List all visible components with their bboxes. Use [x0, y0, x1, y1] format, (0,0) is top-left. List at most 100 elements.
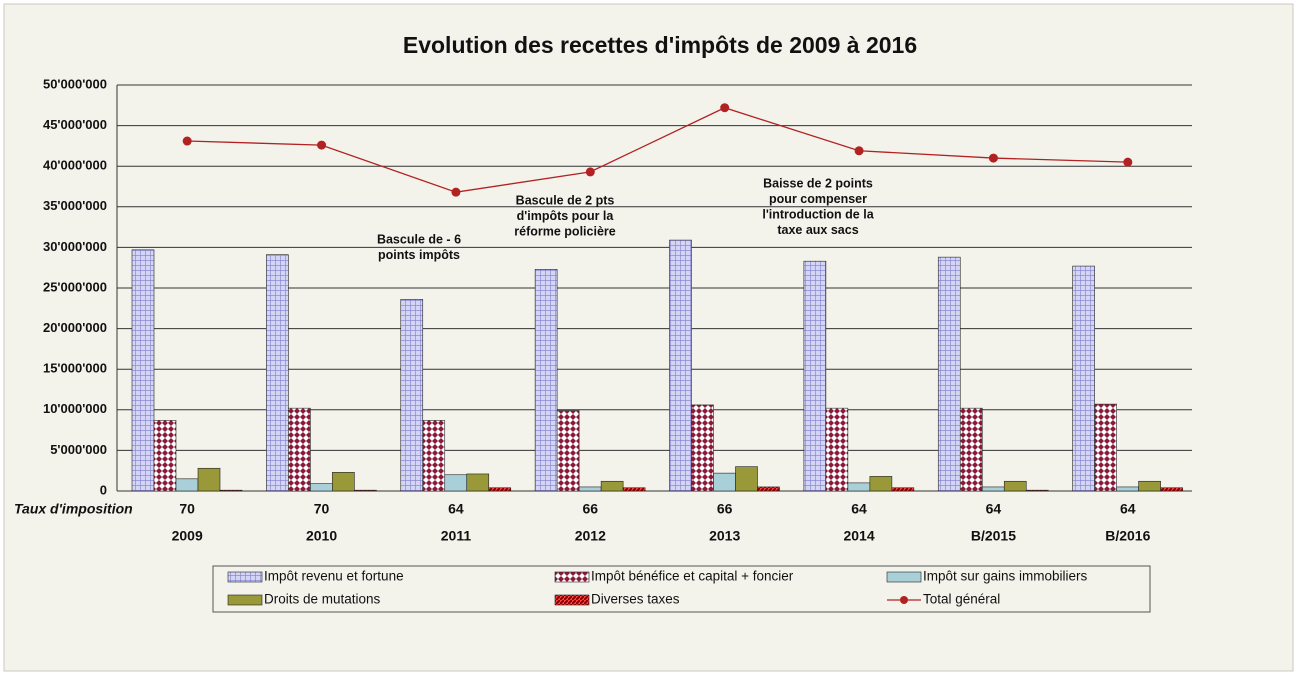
bar — [288, 407, 311, 492]
x-tick-label: B/2016 — [1105, 528, 1150, 544]
point — [585, 167, 595, 177]
annotation: taxe aux sacs — [777, 223, 858, 237]
bar — [691, 404, 714, 492]
bar — [757, 486, 780, 492]
legend-point — [900, 596, 908, 604]
bar — [354, 489, 377, 492]
y-tick-label: 15'000'000 — [43, 361, 107, 376]
bar — [891, 487, 915, 492]
legend-label: Diverses taxes — [591, 592, 680, 607]
bar — [534, 269, 558, 492]
bar — [981, 486, 1005, 492]
x-tick-label: 2014 — [843, 528, 874, 544]
legend-label: Impôt sur gains immobiliers — [923, 569, 1088, 584]
legend-label: Droits de mutations — [264, 592, 381, 607]
bar — [825, 407, 849, 492]
x-tick-label: 2012 — [575, 528, 606, 544]
legend-swatch — [554, 571, 590, 583]
legend-swatch — [554, 594, 590, 606]
annotation: Bascule de - 6 — [377, 232, 461, 246]
bar — [310, 483, 333, 492]
bar — [556, 410, 580, 492]
bar — [175, 478, 199, 492]
point — [317, 140, 327, 150]
line — [187, 107, 1128, 193]
annotation: d'impôts pour la — [517, 209, 615, 223]
bar — [466, 473, 490, 492]
x-tick-label: 2013 — [709, 528, 740, 544]
bar — [1160, 487, 1183, 492]
bar — [1072, 265, 1095, 492]
bar — [713, 472, 736, 492]
bar — [422, 420, 446, 492]
x-tick-label: B/2015 — [971, 528, 1016, 544]
tax-rate-label: Taux d'imposition — [14, 501, 133, 517]
y-tick-label: 50'000'000 — [43, 76, 107, 91]
point — [182, 136, 192, 146]
tax-rate: 64 — [851, 501, 867, 517]
annotation: l'introduction de la — [762, 207, 874, 221]
bar — [869, 476, 893, 492]
legend-label: Impôt revenu et fortune — [264, 569, 404, 584]
y-tick-label: 35'000'000 — [43, 198, 107, 213]
annotation: points impôts — [378, 248, 460, 262]
legend-label: Total général — [923, 592, 1000, 607]
x-tick-label: 2010 — [306, 528, 337, 544]
bar — [937, 256, 961, 492]
x-tick-label: 2011 — [441, 528, 472, 544]
bar — [1003, 480, 1027, 492]
y-tick-label: 40'000'000 — [43, 158, 107, 173]
bar — [488, 487, 512, 492]
tax-rate: 64 — [986, 501, 1002, 517]
bar — [600, 480, 624, 492]
tax-rate: 66 — [717, 501, 733, 517]
tax-rate: 64 — [1120, 501, 1136, 517]
y-tick-label: 45'000'000 — [43, 117, 107, 132]
bar — [197, 467, 221, 492]
point — [854, 146, 864, 156]
chart-title: Evolution des recettes d'impôts de 2009 … — [403, 32, 917, 58]
tax-rate: 70 — [179, 501, 195, 517]
legend-label: Impôt bénéfice et capital + foncier — [591, 569, 794, 584]
annotation: réforme policière — [514, 224, 615, 238]
x-tick-label: 2009 — [172, 528, 203, 544]
tax-rate: 66 — [583, 501, 599, 517]
y-tick-label: 0 — [100, 482, 107, 497]
y-tick-label: 25'000'000 — [43, 279, 107, 294]
y-tick-label: 20'000'000 — [43, 320, 107, 335]
bar — [959, 407, 983, 492]
annotation: Baisse de 2 points — [763, 176, 873, 190]
bar — [1138, 480, 1161, 492]
bar — [1025, 489, 1049, 492]
bar — [332, 472, 355, 492]
y-tick-label: 10'000'000 — [43, 401, 107, 416]
annotation: Bascule de 2 pts — [516, 193, 615, 207]
bar — [803, 260, 827, 492]
point — [451, 187, 461, 197]
legend-box — [212, 565, 1151, 613]
point — [1123, 157, 1133, 167]
y-tick-label: 5'000'000 — [50, 442, 107, 457]
annotation: pour compenser — [769, 192, 867, 206]
legend-swatch — [227, 571, 263, 583]
bar — [622, 487, 646, 492]
bar — [669, 239, 692, 492]
bar — [400, 299, 424, 492]
legend-swatch — [227, 594, 263, 606]
bar — [847, 482, 871, 492]
bar — [1116, 486, 1139, 492]
bar — [444, 474, 468, 492]
bar — [578, 486, 602, 492]
point — [720, 103, 730, 113]
bar — [131, 249, 155, 492]
bar — [266, 254, 289, 492]
bar — [735, 466, 758, 492]
bar — [1094, 403, 1117, 492]
tax-rate: 64 — [448, 501, 464, 517]
y-tick-label: 30'000'000 — [43, 239, 107, 254]
point — [988, 153, 998, 163]
bar — [219, 489, 243, 492]
legend-swatch — [886, 571, 922, 583]
tax-rate: 70 — [314, 501, 330, 517]
